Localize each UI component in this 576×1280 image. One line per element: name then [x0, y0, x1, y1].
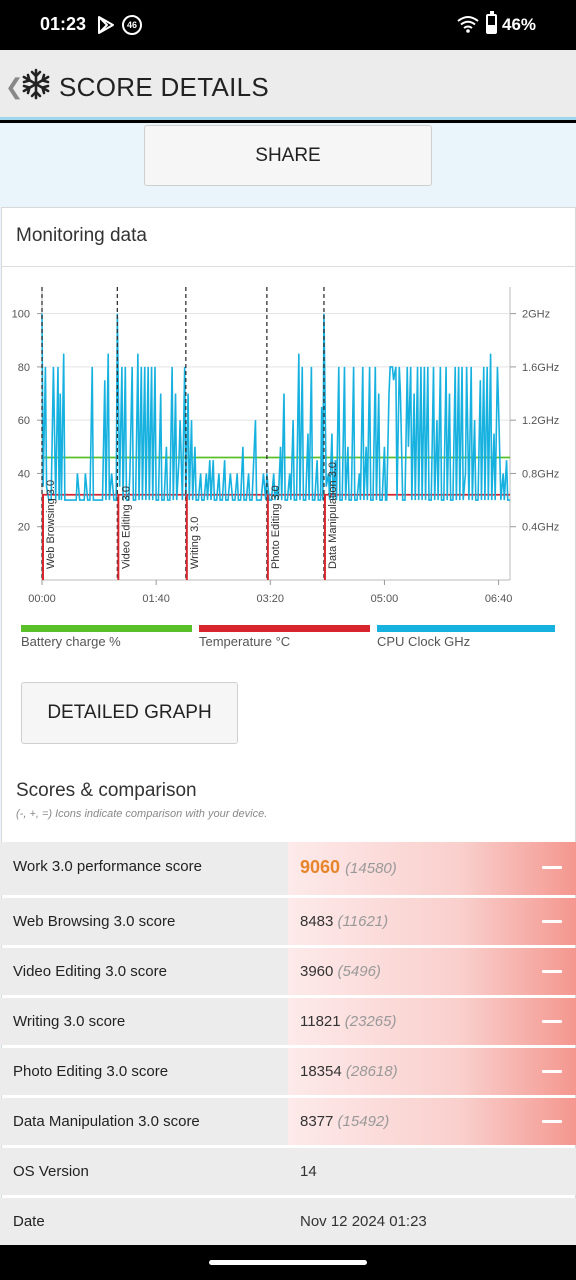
legend-swatch-temperature: [199, 625, 370, 632]
score-label: Video Editing 3.0 score: [13, 963, 167, 980]
compare-value: (5496): [337, 963, 381, 980]
page-title: SCORE DETAILS: [59, 72, 270, 102]
minus-icon: [542, 1070, 562, 1073]
info-value-cell: Nov 12 2024 01:23: [288, 1198, 576, 1245]
info-row-os-version: OS Version 14: [0, 1148, 576, 1195]
score-row-work: Work 3.0 performance score 9060 (14580): [0, 842, 576, 895]
info-row-date: Date Nov 12 2024 01:23: [0, 1198, 576, 1245]
legend-label-battery: Battery charge %: [21, 634, 121, 649]
play-store-icon: [98, 16, 114, 34]
x-tick-label: 06:40: [485, 593, 513, 605]
y-tick-label: 20: [18, 522, 30, 534]
score-value-cell: 8483 (11621): [288, 898, 576, 945]
legend-label-cpu-clock: CPU Clock GHz: [377, 634, 471, 649]
x-tick-label: 03:20: [257, 593, 285, 605]
minus-icon: [542, 866, 562, 869]
compare-value: (15492): [337, 1113, 390, 1130]
score-row-web-browsing: Web Browsing 3.0 score 8483 (11621): [0, 898, 576, 945]
legend-swatch-battery: [21, 625, 192, 632]
y-tick-label: 100: [12, 309, 30, 321]
legend-swatch-cpu-clock: [377, 625, 555, 632]
score-value-cell: 11821 (23265): [288, 998, 576, 1045]
divider: [1, 266, 576, 267]
x-tick-label: 01:40: [142, 593, 170, 605]
home-handle[interactable]: [209, 1260, 367, 1265]
score-label: Data Manipulation 3.0 score: [13, 1113, 200, 1130]
scores-title: Scores & comparison: [16, 780, 197, 801]
score-value: 18354 (28618): [300, 1063, 398, 1080]
marker-label: Web Browsing 3.0: [45, 480, 57, 569]
info-label: Date: [13, 1213, 45, 1230]
score-row-data-manipulation: Data Manipulation 3.0 score 8377 (15492): [0, 1098, 576, 1145]
marker-label: Video Editing 3.0: [120, 486, 132, 569]
score-label: Work 3.0 performance score: [13, 858, 202, 875]
score-value-cell: 18354 (28618): [288, 1048, 576, 1095]
compare-value: (28618): [345, 1063, 398, 1080]
score-value: 3960 (5496): [300, 963, 381, 980]
score-value: 9060 (14580): [300, 857, 397, 877]
marker-label: Photo Editing 3.0: [270, 485, 282, 569]
y-right-tick-label: 2GHz: [522, 309, 550, 321]
minus-icon: [542, 970, 562, 973]
minus-icon: [542, 1020, 562, 1023]
detailed-graph-button[interactable]: DETAILED GRAPH: [21, 682, 238, 744]
y-tick-label: 60: [18, 415, 30, 427]
x-tick-label: 05:00: [371, 593, 399, 605]
info-value: Nov 12 2024 01:23: [300, 1213, 427, 1230]
score-row-writing: Writing 3.0 score 11821 (23265): [0, 998, 576, 1045]
battery-icon: [486, 11, 497, 34]
snowflake-icon: [22, 68, 50, 100]
monitoring-title: Monitoring data: [16, 225, 147, 246]
battery-percent: 46%: [502, 15, 537, 34]
wifi-icon: [457, 16, 479, 33]
score-row-photo-editing: Photo Editing 3.0 score 18354 (28618): [0, 1048, 576, 1095]
y-right-tick-label: 1.2GHz: [522, 415, 559, 427]
score-label: Web Browsing 3.0 score: [13, 913, 176, 930]
info-value: 14: [300, 1163, 317, 1180]
scores-note: (-, +, =) Icons indicate comparison with…: [16, 808, 268, 820]
network-badge-icon: 46: [122, 15, 142, 35]
score-value: 11821 (23265): [300, 1013, 397, 1030]
y-tick-label: 40: [18, 468, 30, 480]
status-bar: 01:23 46 46%: [0, 0, 576, 50]
compare-value: (11621): [337, 913, 389, 930]
monitoring-chart: 20 40 60 80 100 0.4GHz 0.8GHz 1.2GHz 1.6GHz 2GHz 0…: [12, 287, 559, 605]
compare-value: (23265): [344, 1013, 397, 1030]
info-label: OS Version: [13, 1163, 89, 1180]
legend-label-temperature: Temperature °C: [199, 634, 291, 649]
marker-label: Writing 3.0: [189, 517, 201, 569]
score-value: 8377 (15492): [300, 1113, 390, 1130]
x-tick-label: 00:00: [28, 593, 56, 605]
compare-value: (14580): [345, 860, 397, 877]
y-tick-label: 80: [18, 362, 30, 374]
score-value-cell: 8377 (15492): [288, 1098, 576, 1145]
app-bar: [0, 50, 576, 120]
score-label: Writing 3.0 score: [13, 1013, 126, 1030]
series-line-cpu-clock-ghz: [41, 313, 510, 501]
minus-icon: [542, 1120, 562, 1123]
score-value-cell: 9060 (14580): [288, 842, 576, 895]
y-right-tick-label: 1.6GHz: [522, 362, 559, 374]
back-chevron-icon[interactable]: ❮: [5, 74, 24, 99]
share-button[interactable]: SHARE: [144, 125, 432, 186]
status-time: 01:23: [40, 14, 87, 34]
y-right-tick-label: 0.4GHz: [522, 522, 559, 534]
info-value-cell: 14: [288, 1148, 576, 1195]
score-value: 8483 (11621): [300, 913, 389, 930]
y-right-tick-label: 0.8GHz: [522, 468, 559, 480]
score-label: Photo Editing 3.0 score: [13, 1063, 169, 1080]
score-row-video-editing: Video Editing 3.0 score 3960 (5496): [0, 948, 576, 995]
score-value-cell: 3960 (5496): [288, 948, 576, 995]
minus-icon: [542, 920, 562, 923]
marker-label: Data Manipulation 3.0: [327, 462, 339, 569]
